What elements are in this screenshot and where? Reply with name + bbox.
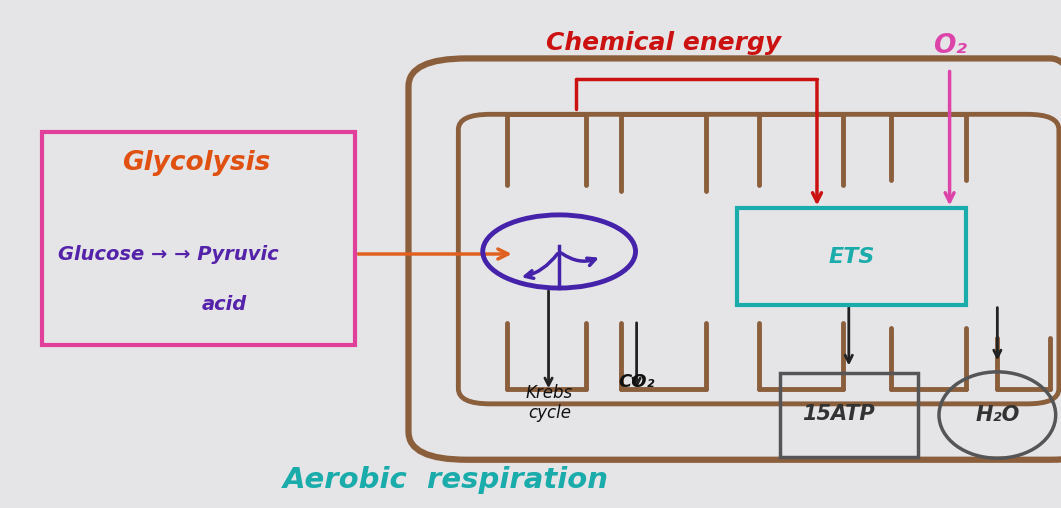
Text: acid: acid (202, 295, 247, 314)
Text: Glucose → → Pyruvic: Glucose → → Pyruvic (58, 244, 279, 264)
Text: Aerobic  respiration: Aerobic respiration (282, 466, 609, 494)
Text: 15ATP: 15ATP (802, 404, 874, 424)
Text: H₂O: H₂O (975, 405, 1020, 425)
Text: Glycolysis: Glycolysis (122, 149, 271, 176)
Text: Krebs
cycle: Krebs cycle (526, 384, 573, 422)
Bar (737, 208, 966, 305)
Text: ETS: ETS (829, 246, 874, 267)
Text: O₂: O₂ (933, 33, 967, 59)
Text: Chemical energy: Chemical energy (545, 31, 781, 55)
Bar (780, 373, 918, 457)
Bar (42, 132, 355, 345)
Text: CO₂: CO₂ (619, 373, 655, 391)
